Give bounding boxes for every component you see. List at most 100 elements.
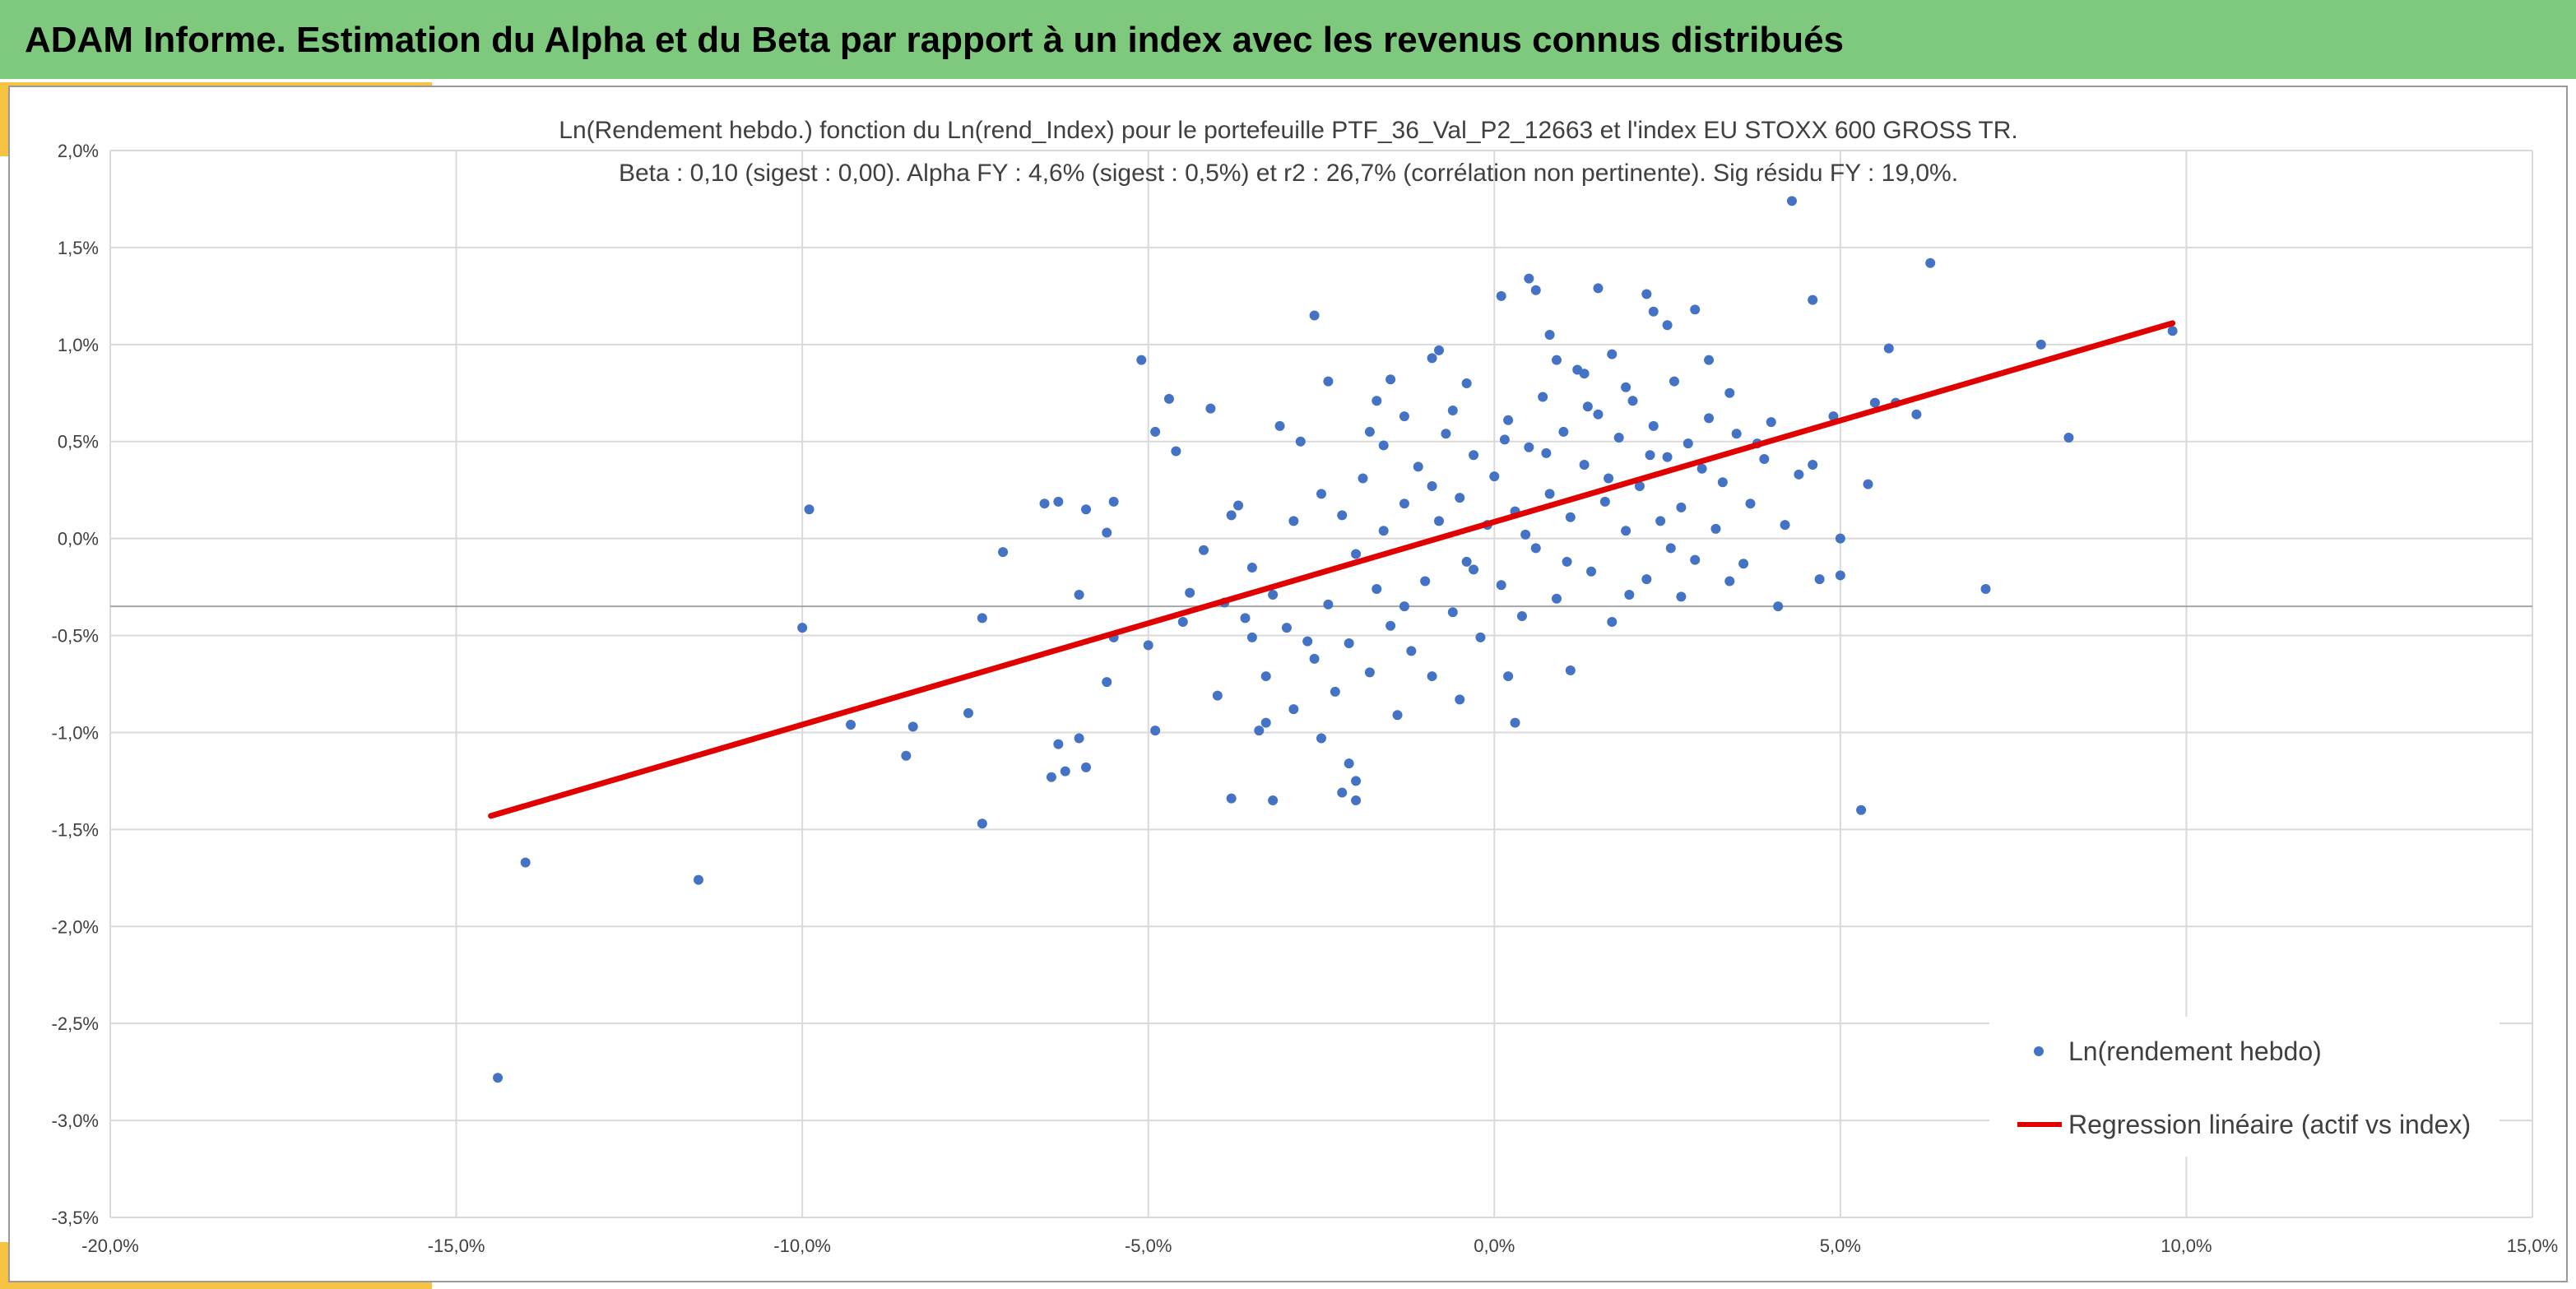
data-point xyxy=(1074,733,1084,744)
data-point xyxy=(1358,473,1368,484)
data-point xyxy=(1433,516,1444,526)
data-point xyxy=(1233,500,1244,511)
data-point xyxy=(1081,504,1092,515)
data-point xyxy=(1544,489,1555,499)
data-point xyxy=(1171,446,1181,457)
data-point xyxy=(1163,393,1174,404)
data-point xyxy=(1624,590,1635,600)
data-point xyxy=(1738,559,1749,569)
accent-bottom-left xyxy=(0,1282,432,1289)
y-tick-label: -1,0% xyxy=(52,722,99,743)
y-tick-label: -2,5% xyxy=(52,1013,99,1034)
y-tick-label: 0,0% xyxy=(58,529,99,549)
data-point xyxy=(1323,376,1334,387)
data-point xyxy=(1704,355,1715,365)
data-point xyxy=(1599,496,1610,507)
data-point xyxy=(1925,257,1936,268)
data-point xyxy=(1420,576,1431,587)
data-point xyxy=(1344,758,1354,769)
data-point xyxy=(1538,392,1548,402)
data-point xyxy=(1199,545,1209,555)
data-point xyxy=(1499,434,1510,445)
data-point xyxy=(1039,498,1050,509)
data-point xyxy=(1641,289,1652,299)
data-point xyxy=(1558,426,1569,437)
data-point xyxy=(1814,574,1825,585)
data-point xyxy=(1520,529,1531,540)
data-point xyxy=(1205,403,1216,414)
data-point xyxy=(1607,617,1618,628)
data-point xyxy=(1316,489,1326,499)
data-point xyxy=(520,857,531,868)
data-point xyxy=(1655,516,1666,526)
data-point xyxy=(1274,420,1285,431)
data-point xyxy=(1662,452,1673,462)
header-bar: ADAM Informe. Estimation du Alpha et du … xyxy=(0,0,2576,82)
legend-background xyxy=(1989,1017,2499,1157)
data-point xyxy=(1455,493,1465,503)
x-tick-label: -20,0% xyxy=(81,1236,139,1256)
page-title: ADAM Informe. Estimation du Alpha et du … xyxy=(25,20,1845,60)
data-point xyxy=(1593,283,1604,294)
data-point xyxy=(1835,570,1845,581)
data-point xyxy=(1503,671,1514,682)
data-point xyxy=(1268,795,1279,805)
data-point xyxy=(1665,543,1676,554)
data-point xyxy=(1780,520,1790,531)
accent-left-bar xyxy=(0,82,10,156)
data-point xyxy=(1385,620,1396,631)
data-point xyxy=(1260,671,1271,682)
data-point xyxy=(1731,429,1742,439)
data-point xyxy=(1593,409,1604,420)
data-point xyxy=(1469,564,1479,575)
data-point xyxy=(1399,411,1409,422)
data-point xyxy=(846,720,856,730)
data-point xyxy=(1980,583,1991,594)
regression-line xyxy=(488,320,2176,819)
data-point xyxy=(1690,304,1701,315)
data-point xyxy=(1455,694,1465,705)
data-point xyxy=(1177,617,1188,628)
chart-legend: Ln(rendement hebdo) Regression linéaire … xyxy=(1989,1017,2499,1157)
data-point xyxy=(1441,429,1451,439)
chart-title: Ln(Rendement hebdo.) fonction du Ln(rend… xyxy=(559,117,2017,144)
data-point xyxy=(1496,290,1506,301)
chart-subtitle: Beta : 0,10 (sigest : 0,00). Alpha FY : … xyxy=(619,160,1958,187)
data-point xyxy=(1399,601,1409,612)
data-point xyxy=(1150,426,1161,437)
data-point xyxy=(1447,405,1458,415)
data-point xyxy=(1102,527,1112,538)
data-point xyxy=(1808,294,1818,305)
data-point xyxy=(1427,671,1437,682)
data-point xyxy=(1835,533,1845,544)
data-point xyxy=(1551,593,1562,604)
data-point xyxy=(1461,378,1472,388)
data-point xyxy=(963,707,974,718)
data-point xyxy=(1268,590,1279,600)
data-point xyxy=(1676,502,1687,512)
data-point xyxy=(1108,496,1119,507)
data-point xyxy=(1579,460,1590,471)
data-point xyxy=(1150,726,1161,736)
data-point xyxy=(1281,623,1292,633)
data-point xyxy=(1469,450,1479,461)
data-point xyxy=(1185,587,1195,598)
data-point xyxy=(1427,480,1437,491)
data-point xyxy=(1378,526,1389,536)
data-point xyxy=(1786,196,1797,206)
data-point xyxy=(1627,396,1638,406)
data-point xyxy=(1676,591,1687,602)
x-tick-label: -15,0% xyxy=(428,1236,485,1256)
data-point xyxy=(1046,772,1056,782)
data-point xyxy=(1704,413,1715,424)
data-point xyxy=(1551,355,1562,365)
data-point xyxy=(1226,793,1237,804)
data-point xyxy=(1433,345,1444,355)
data-point xyxy=(1503,415,1514,425)
data-point xyxy=(1524,442,1534,452)
data-point xyxy=(1530,285,1541,295)
data-point xyxy=(1323,599,1334,610)
data-point xyxy=(1302,636,1313,647)
x-tick-label: 5,0% xyxy=(1820,1236,1861,1256)
data-point xyxy=(1634,480,1645,491)
